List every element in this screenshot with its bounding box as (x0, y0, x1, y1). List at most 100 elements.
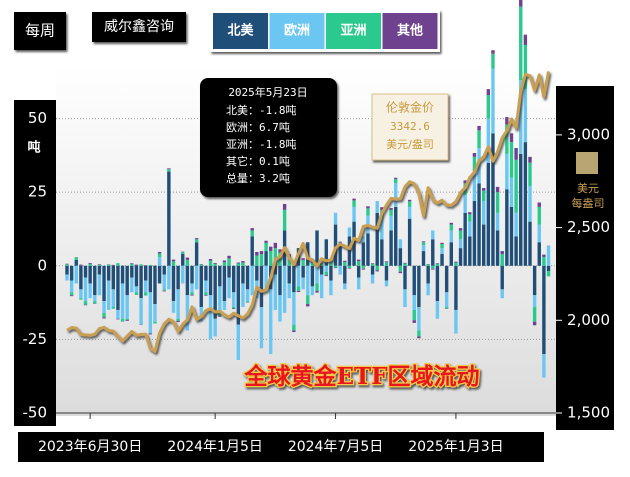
bar-segment (98, 266, 101, 275)
bar-segment (440, 244, 443, 248)
bar-segment (153, 322, 156, 324)
bar-segment (135, 292, 138, 295)
bar-segment (510, 142, 513, 177)
bar-segment (362, 242, 365, 266)
bar-segment (329, 281, 332, 296)
bar-segment (505, 154, 508, 189)
bar-segment (139, 264, 142, 265)
bar-segment (116, 263, 119, 266)
legend-label: 亚洲 (340, 24, 366, 39)
bar-segment (88, 266, 91, 284)
bar-segment (163, 266, 166, 275)
bar-segment (394, 207, 397, 266)
bar-segment (487, 89, 490, 95)
bar-segment (65, 264, 68, 265)
bar-segment (260, 254, 263, 266)
bar-segment (135, 286, 138, 292)
bar-segment (292, 325, 295, 331)
bar-segment (436, 264, 439, 266)
bar-segment (514, 148, 517, 160)
bar-segment (399, 272, 402, 273)
bar-segment (107, 266, 110, 281)
bar-segment (186, 258, 189, 260)
bar-segment (255, 255, 258, 265)
bar-segment (417, 307, 420, 331)
bar-segment (232, 266, 235, 292)
bar-segment (186, 266, 189, 295)
bar-segment (348, 266, 351, 268)
bar-segment (209, 266, 212, 295)
bar-segment (98, 264, 101, 265)
bar-segment (315, 291, 318, 293)
bar-segment (149, 334, 152, 335)
y2-axis-unit: 每盎司 (572, 196, 605, 210)
bar-segment (93, 301, 96, 303)
bar-segment (130, 266, 133, 278)
bar-segment (176, 321, 179, 322)
bar-segment (445, 292, 448, 307)
bar-segment (394, 179, 397, 183)
bar-segment (241, 261, 244, 262)
bar-segment (408, 207, 411, 219)
bar-segment (366, 208, 369, 215)
bar-segment (130, 278, 133, 293)
bar-segment (320, 263, 323, 265)
bar-segment (389, 208, 392, 210)
bar-segment (112, 307, 115, 309)
bar-segment (158, 253, 161, 257)
bar-segment (385, 262, 388, 266)
bar-segment (403, 263, 406, 265)
bar-segment (93, 266, 96, 295)
bar-segment (297, 266, 300, 287)
bar-segment (167, 168, 170, 169)
bar-segment (440, 254, 443, 266)
bar-segment (371, 264, 374, 266)
bar-segment (468, 236, 471, 265)
bar-segment (153, 304, 156, 322)
bar-segment (403, 289, 406, 307)
bar-segment (487, 95, 490, 119)
bar-segment (408, 200, 411, 201)
bar-segment (524, 142, 527, 266)
y2-swatch (576, 152, 598, 174)
bar-segment (329, 266, 332, 281)
bar-segment (264, 251, 267, 266)
bar-segment (70, 292, 73, 295)
bar-segment (116, 310, 119, 319)
bar-segment (450, 230, 453, 242)
bar-segment (320, 275, 323, 299)
price-value: 3342.6 (390, 120, 430, 133)
bar-segment (362, 236, 365, 242)
y2-tick-label: 3,000 (567, 125, 610, 143)
bar-segment (107, 265, 110, 266)
bar-segment (408, 201, 411, 207)
bar-segment (241, 263, 244, 266)
bar-segment (251, 236, 254, 265)
bar-segment (501, 251, 504, 254)
bar-segment (195, 242, 198, 266)
bar-segment (70, 281, 73, 293)
bar-segment (112, 265, 115, 266)
bar-segment (459, 239, 462, 248)
bar-segment (547, 271, 550, 276)
bar-segment (190, 295, 193, 296)
bar-segment (505, 117, 508, 124)
bar-segment (496, 230, 499, 265)
bar-segment (130, 264, 133, 266)
bar-segment (408, 219, 411, 266)
bar-segment (88, 263, 91, 264)
bar-segment (362, 266, 365, 269)
bar-segment (79, 298, 82, 299)
bar-segment (482, 201, 485, 225)
bar-segment (65, 264, 68, 265)
bar-segment (431, 230, 434, 239)
y2-tick-label: 2,000 (567, 311, 610, 329)
bar-segment (463, 213, 466, 266)
bar-segment (468, 214, 471, 221)
bar-segment (505, 189, 508, 266)
bar-segment (227, 278, 230, 299)
bar-segment (399, 239, 402, 248)
bar-segment (213, 264, 216, 266)
bar-segment (547, 266, 550, 271)
